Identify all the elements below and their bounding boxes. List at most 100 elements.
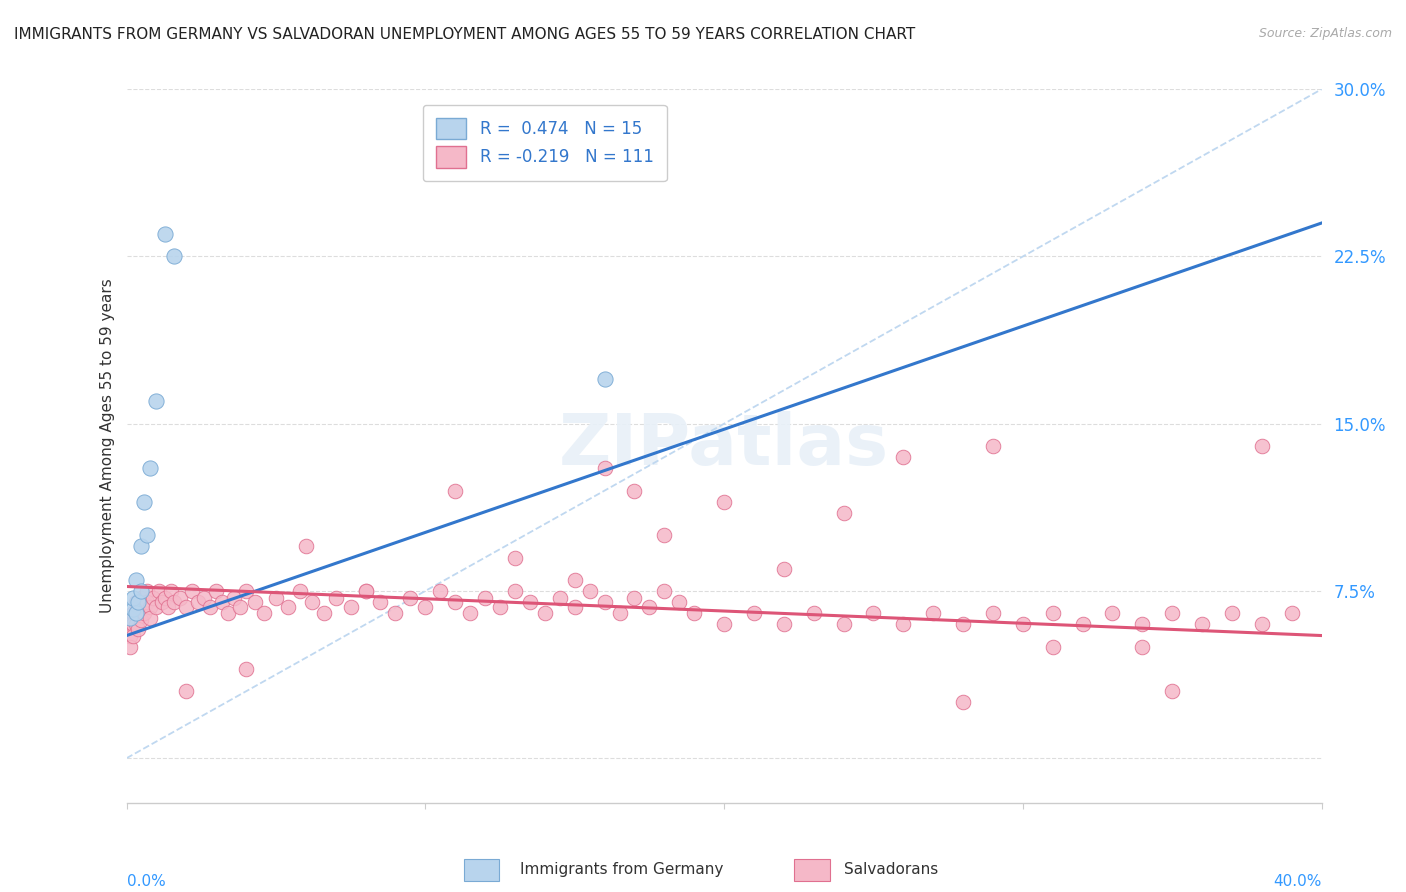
Point xyxy=(131,591,153,605)
Point xyxy=(713,494,735,508)
Point xyxy=(1281,607,1303,621)
Point xyxy=(1191,617,1213,632)
Point xyxy=(713,617,735,632)
Point xyxy=(124,607,146,621)
Point xyxy=(399,591,422,605)
Text: Salvadorans: Salvadorans xyxy=(844,863,938,877)
Point xyxy=(1161,607,1184,621)
Point xyxy=(152,595,174,609)
Point xyxy=(652,528,675,542)
Point xyxy=(160,583,183,598)
Point xyxy=(429,583,451,598)
Point xyxy=(136,595,159,609)
Point xyxy=(773,617,796,632)
Point xyxy=(444,595,467,609)
Y-axis label: Unemployment Among Ages 55 to 59 years: Unemployment Among Ages 55 to 59 years xyxy=(100,278,115,614)
Point xyxy=(243,595,266,609)
Point xyxy=(384,607,406,621)
Point xyxy=(1071,617,1094,632)
Point xyxy=(742,607,765,621)
Point xyxy=(148,583,170,598)
Point xyxy=(121,607,143,621)
Point xyxy=(1042,640,1064,654)
Point xyxy=(124,617,146,632)
Point xyxy=(169,591,191,605)
Point xyxy=(489,599,512,614)
Point xyxy=(668,595,690,609)
Point xyxy=(623,591,645,605)
Point xyxy=(136,583,159,598)
Point xyxy=(253,607,276,621)
Point xyxy=(564,573,586,587)
Point xyxy=(200,599,222,614)
Point xyxy=(136,528,159,542)
Point xyxy=(415,599,437,614)
Point xyxy=(155,591,177,605)
Point xyxy=(121,628,143,642)
Point xyxy=(1130,640,1153,654)
Point xyxy=(832,506,855,520)
Point xyxy=(174,599,197,614)
Point xyxy=(121,591,143,605)
Point xyxy=(534,607,557,621)
Text: 0.0%: 0.0% xyxy=(127,874,166,889)
Point xyxy=(222,591,246,605)
Point xyxy=(211,595,233,609)
Point xyxy=(139,599,162,614)
Point xyxy=(1130,617,1153,632)
Legend: R =  0.474   N = 15, R = -0.219   N = 111: R = 0.474 N = 15, R = -0.219 N = 111 xyxy=(423,104,666,181)
Point xyxy=(519,595,541,609)
Point xyxy=(981,607,1004,621)
Point xyxy=(354,583,377,598)
Point xyxy=(157,599,180,614)
Point xyxy=(145,394,167,409)
Text: Immigrants from Germany: Immigrants from Germany xyxy=(520,863,724,877)
Point xyxy=(1161,684,1184,698)
Point xyxy=(131,583,153,598)
Point xyxy=(174,684,197,698)
Point xyxy=(235,583,257,598)
Point xyxy=(118,617,141,632)
Point xyxy=(952,696,974,710)
Point xyxy=(981,439,1004,453)
Point xyxy=(187,595,209,609)
Point xyxy=(503,550,526,565)
Point xyxy=(127,595,149,609)
Point xyxy=(564,599,586,614)
Point xyxy=(134,494,156,508)
Text: Source: ZipAtlas.com: Source: ZipAtlas.com xyxy=(1258,27,1392,40)
Point xyxy=(145,599,167,614)
Point xyxy=(163,595,186,609)
Point xyxy=(1251,617,1274,632)
Point xyxy=(205,583,228,598)
Point xyxy=(593,372,616,386)
Point xyxy=(142,591,165,605)
Point xyxy=(922,607,945,621)
Point xyxy=(139,461,162,475)
Point xyxy=(339,599,361,614)
Point xyxy=(1220,607,1243,621)
Point xyxy=(118,610,141,624)
Point xyxy=(118,628,141,642)
Point xyxy=(127,622,149,636)
Point xyxy=(1251,439,1274,453)
Point xyxy=(1042,607,1064,621)
Point xyxy=(623,483,645,498)
Point xyxy=(134,607,156,621)
Point xyxy=(474,591,496,605)
Point xyxy=(683,607,706,621)
Point xyxy=(952,617,974,632)
Point xyxy=(124,607,146,621)
Point xyxy=(773,562,796,576)
Point xyxy=(131,613,153,627)
Point xyxy=(893,450,915,464)
Point xyxy=(288,583,311,598)
Point xyxy=(155,227,177,242)
Point xyxy=(893,617,915,632)
Point xyxy=(229,599,252,614)
Point xyxy=(458,607,481,621)
Point xyxy=(121,617,143,632)
Point xyxy=(131,539,153,553)
Point xyxy=(578,583,600,598)
Point xyxy=(593,595,616,609)
